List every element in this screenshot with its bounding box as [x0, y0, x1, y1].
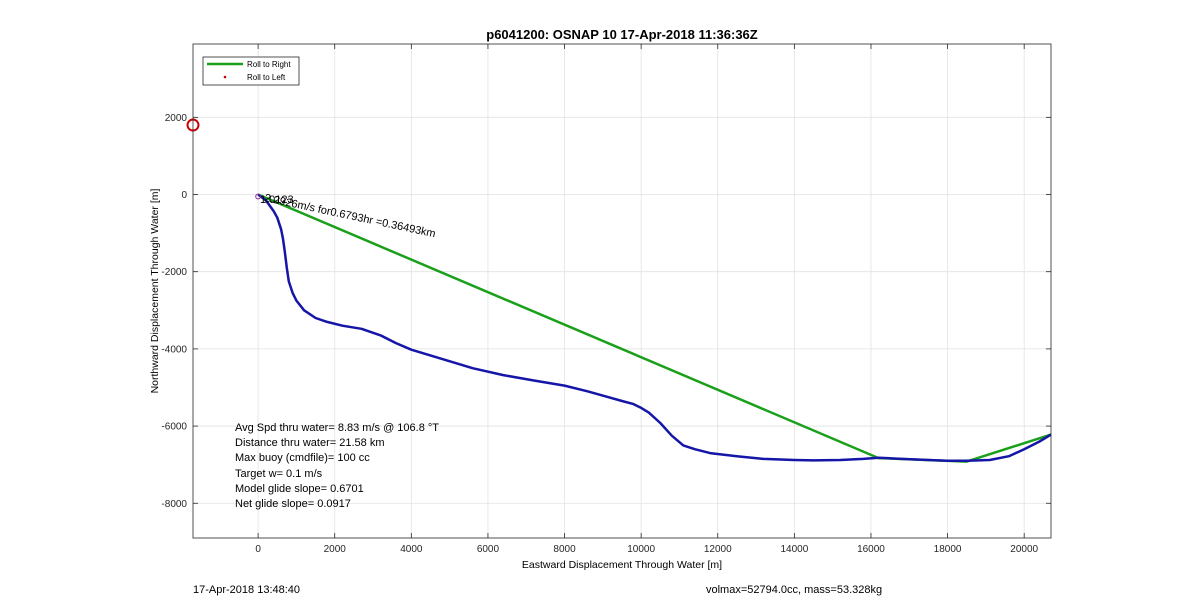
y-axis-label: Northward Displacement Through Water [m] [149, 189, 161, 394]
y-tick-label: -8000 [161, 499, 187, 510]
footer-volmax-mass: volmax=52794.0cc, mass=53.328kg [706, 584, 883, 596]
x-tick-label: 10000 [627, 544, 655, 555]
y-tick-label: -2000 [161, 267, 187, 278]
legend-roll-right-label: Roll to Right [247, 60, 291, 69]
x-axis-label: Eastward Displacement Through Water [m] [522, 559, 722, 571]
x-tick-label: 12000 [704, 544, 732, 555]
legend-box [202, 56, 300, 86]
y-tick-label: 2000 [165, 113, 188, 124]
x-tick-label: 20000 [1010, 544, 1038, 555]
x-tick-label: 6000 [477, 544, 500, 555]
legend: Roll to Right Roll to Left [202, 56, 300, 86]
y-tick-label: 0 [181, 190, 187, 201]
plot-frame [192, 43, 1052, 539]
x-tick-label: 14000 [780, 544, 808, 555]
legend-roll-left-label: Roll to Left [247, 73, 286, 82]
stats-target-w: Target w= 0.1 m/s [235, 468, 323, 480]
x-tick-label: 18000 [934, 544, 962, 555]
legend-roll-left-swatch [223, 75, 227, 79]
stats-annotation: Avg Spd thru water= 8.83 m/s @ 106.8 °T … [235, 422, 439, 510]
plot-area [193, 44, 1051, 538]
y-tick-label: -6000 [161, 422, 187, 433]
origin-marker [255, 193, 262, 200]
footer-timestamp: 17-Apr-2018 13:48:40 [193, 584, 301, 596]
stats-model-glide-slope: Model glide slope= 0.6701 [235, 483, 364, 495]
x-tick-label: 0 [255, 544, 261, 555]
stats-avg-speed: Avg Spd thru water= 8.83 m/s @ 106.8 °T [235, 422, 439, 434]
stats-net-glide-slope: Net glide slope= 0.0917 [235, 498, 351, 510]
chart-title: p6041200: OSNAP 10 17-Apr-2018 11:36:36Z [486, 27, 758, 42]
x-ticks: 0 2000 4000 6000 8000 10000 12000 14000 16000 180… [255, 44, 1039, 555]
stats-max-buoy: Max buoy (cmdfile)= 100 cc [235, 452, 370, 464]
x-tick-label: 2000 [324, 544, 347, 555]
y-ticks: -8000 -6000 -4000 -2000 0 2000 [161, 113, 1051, 510]
x-tick-label: 4000 [400, 544, 423, 555]
x-tick-label: 16000 [857, 544, 885, 555]
track-overlap-annotation: 1.0123 [260, 194, 294, 206]
stats-distance: Distance thru water= 21.58 km [235, 437, 385, 449]
y-tick-label: -4000 [161, 344, 187, 355]
x-tick-label: 8000 [553, 544, 576, 555]
track-line [257, 193, 1052, 463]
